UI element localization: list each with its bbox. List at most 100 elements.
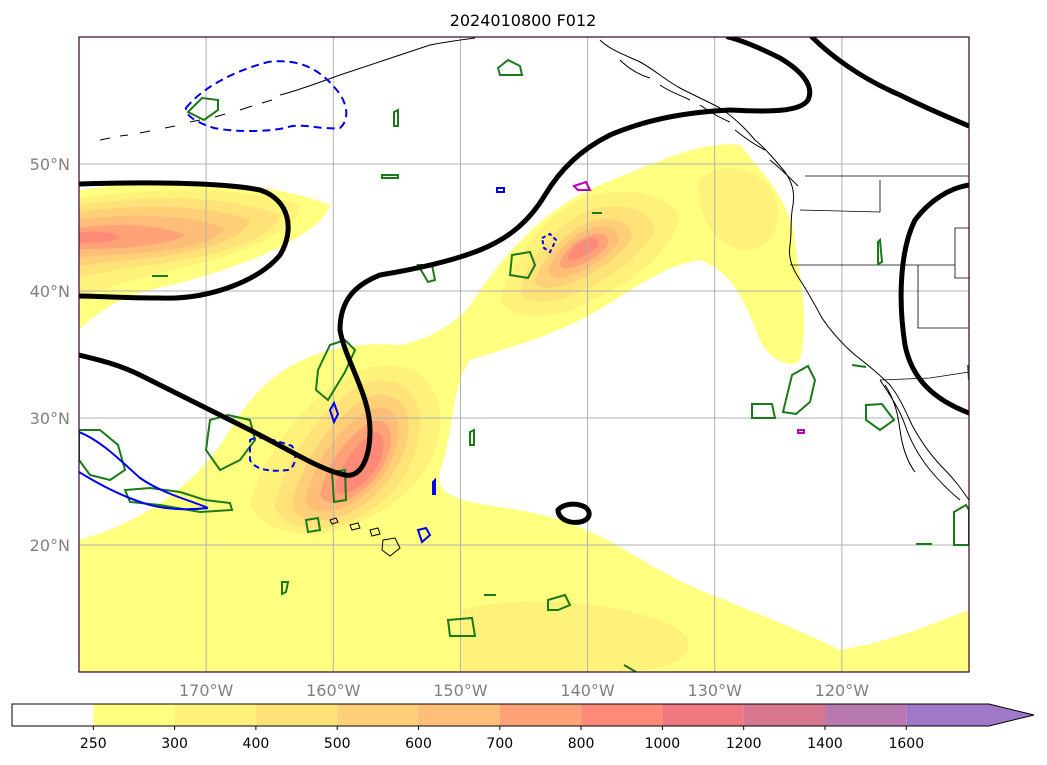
lat-label: 30°N <box>30 409 70 428</box>
chart-title: 2024010800 F012 <box>450 11 597 30</box>
colorbar-tick-label: 600 <box>405 736 432 752</box>
green-contour <box>496 58 524 76</box>
colorbar-tick-label: 1000 <box>645 736 681 752</box>
colorbar: 250 300 400 500 600 700 800 1000 1200 1400 1600 <box>11 703 1035 752</box>
magenta-contours <box>572 180 805 434</box>
aleutian-islands <box>99 99 273 141</box>
colorbar-extend-arrow <box>906 704 1034 726</box>
colorbar-tick-label: 1600 <box>888 736 924 752</box>
state-boundaries <box>790 175 969 381</box>
green-contour <box>953 503 969 546</box>
blue-contours <box>79 60 558 544</box>
green-contour <box>314 338 357 402</box>
green-contour <box>381 174 399 179</box>
ca-mexico-border <box>879 371 969 381</box>
blue-solid-contour <box>416 526 432 544</box>
colorbar-tick-label: 1400 <box>807 736 843 752</box>
north-america-coast <box>599 39 969 501</box>
green-contour <box>393 108 399 127</box>
magenta-contour <box>572 180 592 191</box>
colorbar-segment <box>743 704 825 726</box>
alaska-coast <box>279 37 476 96</box>
colorbar-segment <box>337 704 419 726</box>
colorbar-segment <box>499 704 582 726</box>
shaded-field <box>79 144 969 672</box>
baja-california-coast <box>879 379 961 501</box>
latitude-labels: 50°N 40°N 30°N 20°N <box>30 155 70 555</box>
green-contour <box>204 413 257 472</box>
blue-solid-contour <box>328 400 340 425</box>
green-contour <box>751 403 777 419</box>
green-contour <box>851 364 867 368</box>
thick-contour <box>555 501 592 525</box>
colorbar-segment <box>93 704 175 726</box>
colorbar-segment <box>12 704 94 726</box>
shading-band-800 <box>79 231 120 243</box>
colorbar-segment <box>174 704 256 726</box>
blue-dashed-contour <box>184 60 348 132</box>
colorbar-segment <box>825 704 907 726</box>
thick-contour <box>809 37 969 129</box>
green-contour <box>865 402 896 432</box>
green-contour <box>304 516 322 534</box>
lon-label: 130°W <box>688 681 743 700</box>
colorbar-tick-label: 300 <box>161 736 188 752</box>
green-contour <box>446 616 477 637</box>
wa-or-border <box>799 180 881 213</box>
coastlines <box>99 37 969 557</box>
green-contour <box>781 364 817 416</box>
colorbar-tick-label: 700 <box>486 736 513 752</box>
colorbar-tick-label: 1200 <box>726 736 762 752</box>
green-contour <box>186 96 219 122</box>
green-contour <box>79 429 127 482</box>
blue-solid-contour <box>79 431 209 511</box>
colorbar-tick-label: 500 <box>324 736 351 752</box>
colorbar-segment <box>418 704 500 726</box>
shading-band-300 <box>699 168 779 250</box>
green-contour <box>281 581 290 596</box>
colorbar-segment <box>255 704 338 726</box>
nevada-border <box>917 265 969 329</box>
lon-label: 140°W <box>560 681 615 700</box>
map-frame <box>78 36 970 673</box>
lat-label: 50°N <box>30 155 70 174</box>
map-area <box>79 37 969 672</box>
thick-contour <box>79 37 813 478</box>
colorbar-segment <box>581 704 663 726</box>
thick-contour <box>79 180 291 301</box>
colorbar-segment <box>662 704 744 726</box>
lon-label: 150°W <box>433 681 488 700</box>
lat-label: 20°N <box>30 536 70 555</box>
colorbar-outline <box>11 703 1035 727</box>
colorbar-tick-label: 400 <box>243 736 270 752</box>
green-contour <box>508 250 537 280</box>
green-contour <box>623 664 637 672</box>
blue-solid-contour <box>432 477 436 495</box>
magenta-contour <box>797 429 805 434</box>
green-contour <box>877 237 884 266</box>
blue-dashed-contour <box>540 232 558 254</box>
longitude-labels: 170°W 160°W 150°W 140°W 130°W 120°W <box>179 681 869 700</box>
lon-label: 160°W <box>306 681 361 700</box>
thick-contours <box>79 37 969 525</box>
idaho-border <box>954 227 969 279</box>
hawaii-islands <box>329 517 401 557</box>
green-contour <box>330 468 348 504</box>
canada-coast-islands <box>619 59 799 187</box>
thick-contour <box>898 182 969 416</box>
shading-band-800 <box>335 432 384 494</box>
green-contour <box>547 593 572 611</box>
lon-label: 170°W <box>179 681 234 700</box>
blue-solid-contour <box>496 187 505 193</box>
shading-band-800 <box>568 237 599 260</box>
lon-label: 120°W <box>815 681 870 700</box>
colorbar-tick-label: 250 <box>80 736 107 752</box>
colorbar-tick-label: 800 <box>568 736 595 752</box>
shading-band-250 <box>79 531 440 580</box>
green-contour <box>469 428 475 446</box>
lat-label: 40°N <box>30 282 70 301</box>
blue-dashed-contour <box>249 436 297 472</box>
shading-band-300 <box>460 601 689 672</box>
shading-band-700 <box>79 224 185 249</box>
